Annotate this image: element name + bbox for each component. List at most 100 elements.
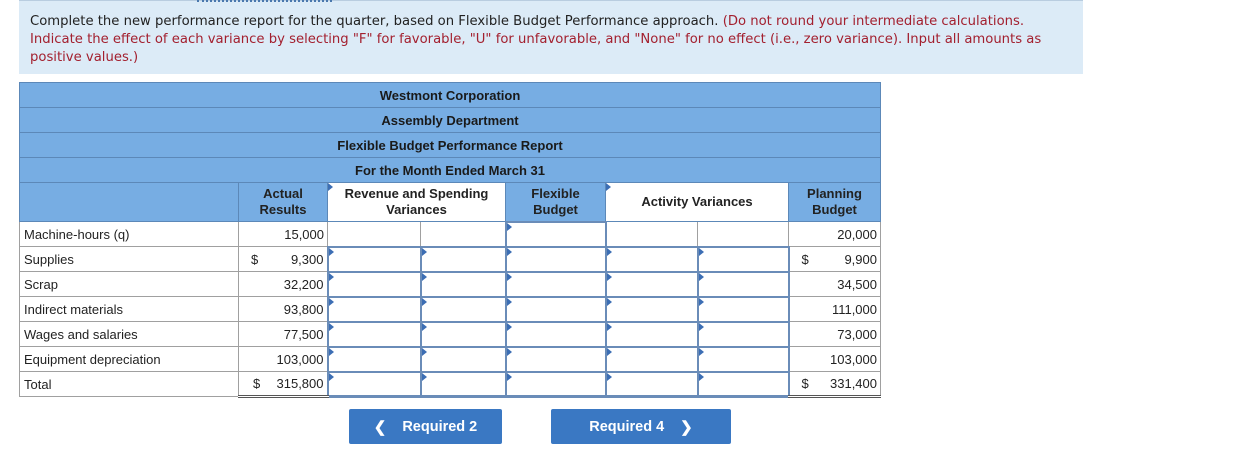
activity-variance-effect-select[interactable] (698, 347, 788, 371)
header-line: Results (259, 202, 307, 217)
rev-spend-variance-effect-cell[interactable] (419, 345, 507, 373)
activity-variance-effect-cell[interactable] (696, 245, 790, 273)
activity-variances-header[interactable]: Activity Variances (605, 182, 789, 222)
input-flag-icon (328, 372, 334, 381)
activity-variance-amount-input[interactable] (606, 347, 697, 371)
flexible-budget-input-cell[interactable] (504, 220, 607, 248)
activity-variance-amount-cell[interactable] (604, 345, 699, 373)
rev-spend-variance-effect-select[interactable] (421, 272, 505, 296)
flexible-budget-input-cell[interactable] (504, 295, 607, 323)
revenue-spending-variances-header[interactable]: Revenue and Spending Variances (327, 182, 506, 222)
activity-variance-effect-cell[interactable] (696, 320, 790, 348)
flexible-budget-input[interactable] (506, 272, 605, 296)
input-flag-icon (506, 297, 512, 306)
activity-variance-amount-input[interactable] (606, 247, 697, 271)
rev-spend-variance-effect-cell[interactable] (419, 270, 507, 298)
flexible-budget-input[interactable] (506, 222, 605, 246)
activity-variance-amount-input[interactable] (606, 297, 697, 321)
activity-variance-effect-select[interactable] (698, 322, 788, 346)
rev-spend-variance-effect-cell[interactable] (419, 320, 507, 348)
input-flag-icon (328, 297, 334, 306)
activity-variance-amount-cell[interactable] (604, 370, 699, 398)
row-label: Scrap (19, 271, 239, 297)
flexible-budget-input-cell[interactable] (504, 345, 607, 373)
activity-variance-effect-select[interactable] (698, 297, 788, 321)
rev-spend-variance-effect-cell[interactable] (419, 370, 507, 398)
flexible-budget-input-cell[interactable] (504, 270, 607, 298)
actual-value: $9,300 (238, 246, 328, 272)
previous-button-label: Required 2 (402, 418, 478, 435)
rev-spend-variance-effect-cell[interactable] (419, 295, 507, 323)
rev-spend-variance-amount-input[interactable] (328, 272, 420, 296)
flexible-budget-input[interactable] (506, 247, 605, 271)
department-name: Assembly Department (19, 107, 881, 133)
activity-variance-amount-cell[interactable] (604, 320, 699, 348)
rev-spend-variance-amount-cell[interactable] (326, 345, 422, 373)
flexible-budget-input[interactable] (506, 297, 605, 321)
activity-variance-amount-input[interactable] (606, 272, 697, 296)
activity-variance-effect-select[interactable] (698, 372, 788, 395)
activity-variance-effect-select[interactable] (698, 247, 788, 271)
rev-spend-variance-effect-select[interactable] (421, 372, 505, 395)
activity-variance-effect-cell[interactable] (696, 295, 790, 323)
next-required-button[interactable]: Required 4 ❯ (551, 409, 731, 444)
rev-spend-variance-amount-input[interactable] (328, 297, 420, 321)
focus-indicator (197, 0, 332, 4)
activity-variance-amount-cell[interactable] (604, 270, 699, 298)
amount: 34,500 (837, 276, 877, 292)
activity-variance-amount-cell[interactable] (604, 295, 699, 323)
flexible-budget-input[interactable] (506, 372, 605, 395)
activity-variance-amount-input[interactable] (606, 372, 697, 395)
currency-symbol: $ (801, 251, 809, 267)
actual-value: 103,000 (238, 346, 328, 372)
actual-value: 15,000 (238, 221, 328, 247)
activity-variance-effect-cell[interactable] (696, 370, 790, 398)
rev-spend-variance-amount-cell[interactable] (326, 320, 422, 348)
table-row: Supplies $9,300 $9,900 (19, 245, 881, 273)
dropdown-flag-icon (421, 297, 427, 306)
rev-spend-variance-effect-select[interactable] (421, 347, 505, 371)
flexible-budget-input-cell[interactable] (504, 370, 607, 398)
header-line: Flexible (531, 185, 580, 201)
table-row: Scrap 32,200 34,500 (19, 270, 881, 298)
header-line: Activity Variances (641, 194, 753, 209)
rev-spend-variance-amount-input[interactable] (328, 322, 420, 346)
activity-variance-effect-cell[interactable] (696, 345, 790, 373)
planning-value: $9,900 (788, 246, 881, 272)
rev-spend-variance-effect-select[interactable] (421, 297, 505, 321)
previous-required-button[interactable]: ❮ Required 2 (349, 409, 502, 444)
rev-spend-variance-amount-input[interactable] (328, 247, 420, 271)
rev-spend-variance-amount-cell[interactable] (326, 370, 422, 398)
rev-spend-variance-amount-cell[interactable] (326, 270, 422, 298)
rev-spend-variance-effect-select[interactable] (421, 247, 505, 271)
flexible-budget-input[interactable] (506, 322, 605, 346)
flexible-budget-input[interactable] (506, 347, 605, 371)
header-line: Budget (533, 201, 578, 217)
input-flag-icon (606, 247, 612, 256)
rev-spend-variance-effect-select[interactable] (421, 322, 505, 346)
table-row: Equipment depreciation 103,000 103,000 (19, 345, 881, 373)
rev-spend-variance-amount-input[interactable] (328, 347, 420, 371)
activity-variance-effect-cell[interactable] (696, 270, 790, 298)
rev-spend-variance-amount-cell[interactable] (326, 245, 422, 273)
instructions-note: (Do not round your intermediate calculat… (30, 14, 1042, 65)
row-label: Wages and salaries (19, 321, 239, 347)
activity-variance-amount-cell[interactable] (604, 245, 699, 273)
rev-spend-variance-amount-input[interactable] (328, 372, 420, 395)
flexible-budget-input-cell[interactable] (504, 245, 607, 273)
activity-variance-amount-input[interactable] (606, 322, 697, 346)
dropdown-flag-icon (421, 347, 427, 356)
input-flag-icon (328, 322, 334, 331)
rev-spend-variance-amount-cell[interactable] (326, 295, 422, 323)
input-flag-icon (606, 372, 612, 381)
dropdown-flag-icon (698, 372, 704, 381)
activity-variance-effect-select[interactable] (698, 272, 788, 296)
flexible-budget-input-cell[interactable] (504, 320, 607, 348)
input-flag-icon (328, 347, 334, 356)
row-label: Total (19, 371, 239, 397)
amount: 15,000 (284, 226, 324, 242)
activity-variance-amount-cell (605, 221, 698, 247)
amount: 77,500 (283, 326, 324, 342)
rev-spend-variance-effect-cell[interactable] (419, 245, 507, 273)
dropdown-flag-icon (698, 347, 704, 356)
